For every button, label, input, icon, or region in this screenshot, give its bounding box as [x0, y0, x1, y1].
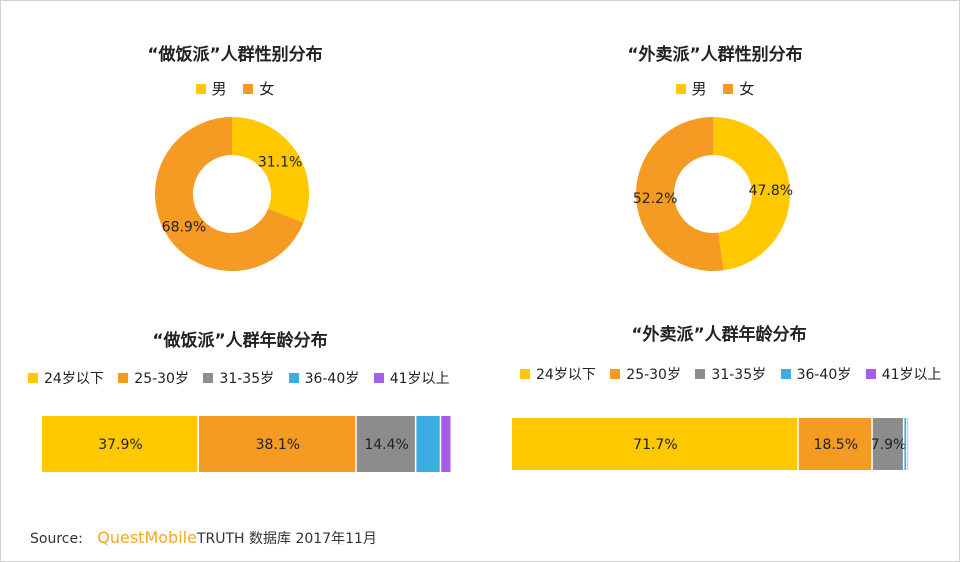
legend-label: 36-40岁	[304, 371, 360, 387]
legend-label: 31-35岁	[219, 371, 275, 387]
legend-label: 女	[739, 80, 755, 98]
slice-label: 68.9%	[162, 219, 206, 235]
legend-swatch	[373, 373, 384, 383]
legend-swatch	[780, 369, 791, 379]
bar-segment	[904, 418, 907, 470]
bar-segment	[198, 416, 356, 472]
legend-label: 25-30岁	[626, 367, 681, 383]
legend-swatch	[118, 373, 129, 383]
legend-item: 24岁以下	[520, 364, 596, 384]
donut-slice	[636, 117, 724, 271]
legend-item: 24岁以下	[28, 368, 104, 388]
source-text: TRUTH 数据库 2017年11月	[196, 531, 377, 547]
legend-swatch	[695, 369, 706, 379]
source-label: Source:	[30, 531, 83, 547]
cooking-gender-panel: “做饭派”人群性别分布 男 女 31.1% 68.9%	[0, 0, 470, 300]
chart-title: “做饭派”人群性别分布	[147, 45, 323, 65]
legend-item: 男	[675, 78, 707, 99]
bar-label: 14.4%	[364, 437, 408, 453]
brand-logo: QuestMobile	[97, 528, 197, 547]
legend-swatch	[723, 83, 734, 94]
legend-swatch	[288, 373, 299, 383]
legend-item: 女	[243, 78, 274, 99]
legend-label: 女	[259, 80, 275, 98]
legend-label: 41岁以上	[389, 371, 450, 387]
legend-label: 24岁以下	[44, 371, 104, 387]
bar-segment	[416, 416, 440, 472]
bar-segment	[356, 416, 415, 472]
legend-item: 41岁以上	[865, 364, 942, 384]
bar-label: 37.9%	[98, 437, 142, 453]
stacked-bar-chart: 37.9% 38.1% 14.4%	[42, 416, 451, 472]
bar-segment	[907, 418, 909, 470]
chart-title: “外卖派”人群性别分布	[627, 45, 803, 65]
chart-title: “外卖派”人群年龄分布	[631, 325, 807, 345]
donut-slice	[713, 117, 791, 271]
legend-swatch	[243, 83, 254, 94]
legend-label: 31-35岁	[711, 367, 767, 383]
legend-swatch	[865, 369, 876, 379]
bar-segment	[872, 418, 903, 470]
bar-segment	[42, 416, 198, 472]
donut-chart: 31.1% 68.9%	[154, 117, 309, 271]
legend-item: 女	[723, 78, 754, 99]
legend-swatch	[610, 369, 621, 379]
cooking-age-panel: “做饭派”人群年龄分布 24岁以下 25-30岁 31-35岁 36-40岁 4…	[0, 300, 480, 500]
legend-label: 25-30岁	[134, 371, 189, 387]
chart-title: “做饭派”人群年龄分布	[152, 331, 328, 351]
chart-legend: 24岁以下 25-30岁 31-35岁 36-40岁 41岁以上	[520, 364, 952, 384]
legend-label: 男	[691, 80, 707, 98]
legend-item: 36-40岁	[288, 368, 360, 388]
chart-legend: 男 女	[480, 78, 950, 99]
bar-segment	[512, 418, 798, 470]
stacked-bar-chart: 71.7% 18.5% 7.9%	[512, 418, 909, 470]
legend-label: 男	[211, 80, 227, 98]
donut-slice	[232, 117, 309, 223]
chart-legend: 24岁以下 25-30岁 31-35岁 36-40岁 41岁以上	[28, 368, 460, 388]
legend-label: 24岁以下	[536, 367, 596, 383]
legend-label: 41岁以上	[881, 367, 942, 383]
chart-legend: 男 女	[0, 78, 470, 99]
legend-item: 男	[195, 78, 227, 99]
legend-swatch	[195, 83, 206, 94]
slice-label: 47.8%	[749, 183, 793, 199]
legend-item: 41岁以上	[373, 368, 450, 388]
bar-label: 18.5%	[814, 437, 858, 453]
slice-label: 31.1%	[258, 155, 302, 171]
legend-item: 25-30岁	[610, 364, 681, 384]
legend-swatch	[28, 373, 38, 383]
legend-swatch	[675, 83, 686, 94]
legend-swatch	[203, 373, 214, 383]
legend-item: 31-35岁	[695, 364, 766, 384]
legend-item: 25-30岁	[118, 368, 189, 388]
bar-label: 38.1%	[256, 437, 300, 453]
slice-label: 52.2%	[633, 191, 677, 207]
legend-label: 36-40岁	[796, 367, 852, 383]
takeout-gender-panel: “外卖派”人群性别分布 男 女 47.8% 52.2%	[480, 0, 950, 300]
bar-label: 7.9%	[871, 437, 907, 453]
source-note: Source: QuestMobileTRUTH 数据库 2017年11月	[30, 528, 377, 548]
legend-swatch	[520, 369, 530, 379]
donut-slice	[154, 117, 304, 271]
legend-item: 36-40岁	[780, 364, 852, 384]
donut-chart: 47.8% 52.2%	[633, 117, 793, 271]
legend-item: 31-35岁	[203, 368, 274, 388]
takeout-age-panel: “外卖派”人群年龄分布 24岁以下 25-30岁 31-35岁 36-40岁 4…	[480, 300, 958, 500]
bar-label: 71.7%	[633, 437, 677, 453]
bar-segment	[798, 418, 872, 470]
bar-segment	[441, 416, 451, 472]
